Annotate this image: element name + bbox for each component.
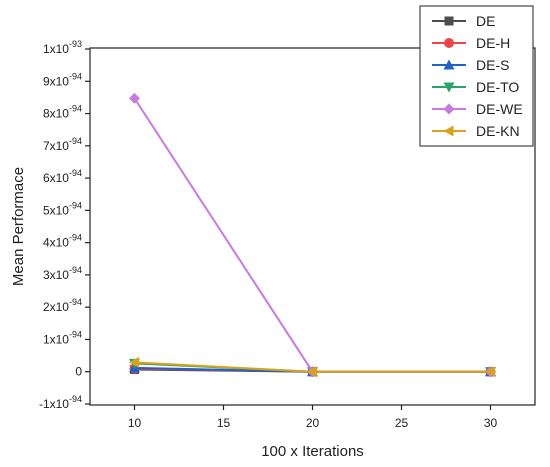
y-tick-label: 8x10-94 xyxy=(43,104,82,121)
series-point-de-we xyxy=(129,92,140,104)
legend-label-de-we: DE-WE xyxy=(476,101,523,117)
x-tick-label: 25 xyxy=(395,416,409,430)
y-tick-label: 3x10-94 xyxy=(43,265,82,282)
y-tick-label: 7x10-94 xyxy=(43,136,82,153)
x-tick-label: 15 xyxy=(217,416,231,430)
legend: DE DE-H DE-S DE-TO DE-WE DE-KN xyxy=(419,5,534,147)
plot-area xyxy=(129,92,496,378)
series-point-de-kn xyxy=(307,366,317,378)
legend-marker-de-h xyxy=(444,38,454,48)
series-point-de-kn xyxy=(485,366,495,378)
y-tick-label: 0 xyxy=(75,365,82,379)
legend-marker-de-to xyxy=(443,82,455,93)
y-tick-label: 5x10-94 xyxy=(43,200,82,217)
x-axis-title: 100 x Iterations xyxy=(261,443,364,460)
y-tick-label: 1x10-93 xyxy=(43,39,82,56)
x-tick-label: 30 xyxy=(484,416,498,430)
legend-label-de-h: DE-H xyxy=(476,35,510,51)
axes: 10 15 20 25 30 -1x10-94 0 1x10-94 2x10-94 3x10-94… xyxy=(39,39,536,430)
legend-label-de-kn: DE-KN xyxy=(476,123,520,139)
legend-box xyxy=(419,5,534,147)
y-tick-label: 4x10-94 xyxy=(43,233,82,250)
legend-marker-de-kn xyxy=(443,125,454,137)
y-tick-label: -1x10-94 xyxy=(39,394,82,411)
legend-label-de: DE xyxy=(476,13,495,29)
legend-label-de-to: DE-TO xyxy=(476,79,519,95)
legend-label-de-s: DE-S xyxy=(476,57,509,73)
legend-marker-de-we xyxy=(443,103,455,115)
series-point-de-kn xyxy=(129,356,139,368)
x-tick-label: 20 xyxy=(306,416,320,430)
y-tick-label: 9x10-94 xyxy=(43,71,82,88)
y-tick-label: 1x10-94 xyxy=(43,329,82,346)
y-axis-title: Mean Performace xyxy=(10,167,27,286)
legend-marker-de xyxy=(444,16,454,26)
y-tick-label: 6x10-94 xyxy=(43,168,82,185)
y-tick-label: 2x10-94 xyxy=(43,297,82,314)
x-tick-label: 10 xyxy=(128,416,142,430)
legend-marker-de-s xyxy=(443,59,455,70)
